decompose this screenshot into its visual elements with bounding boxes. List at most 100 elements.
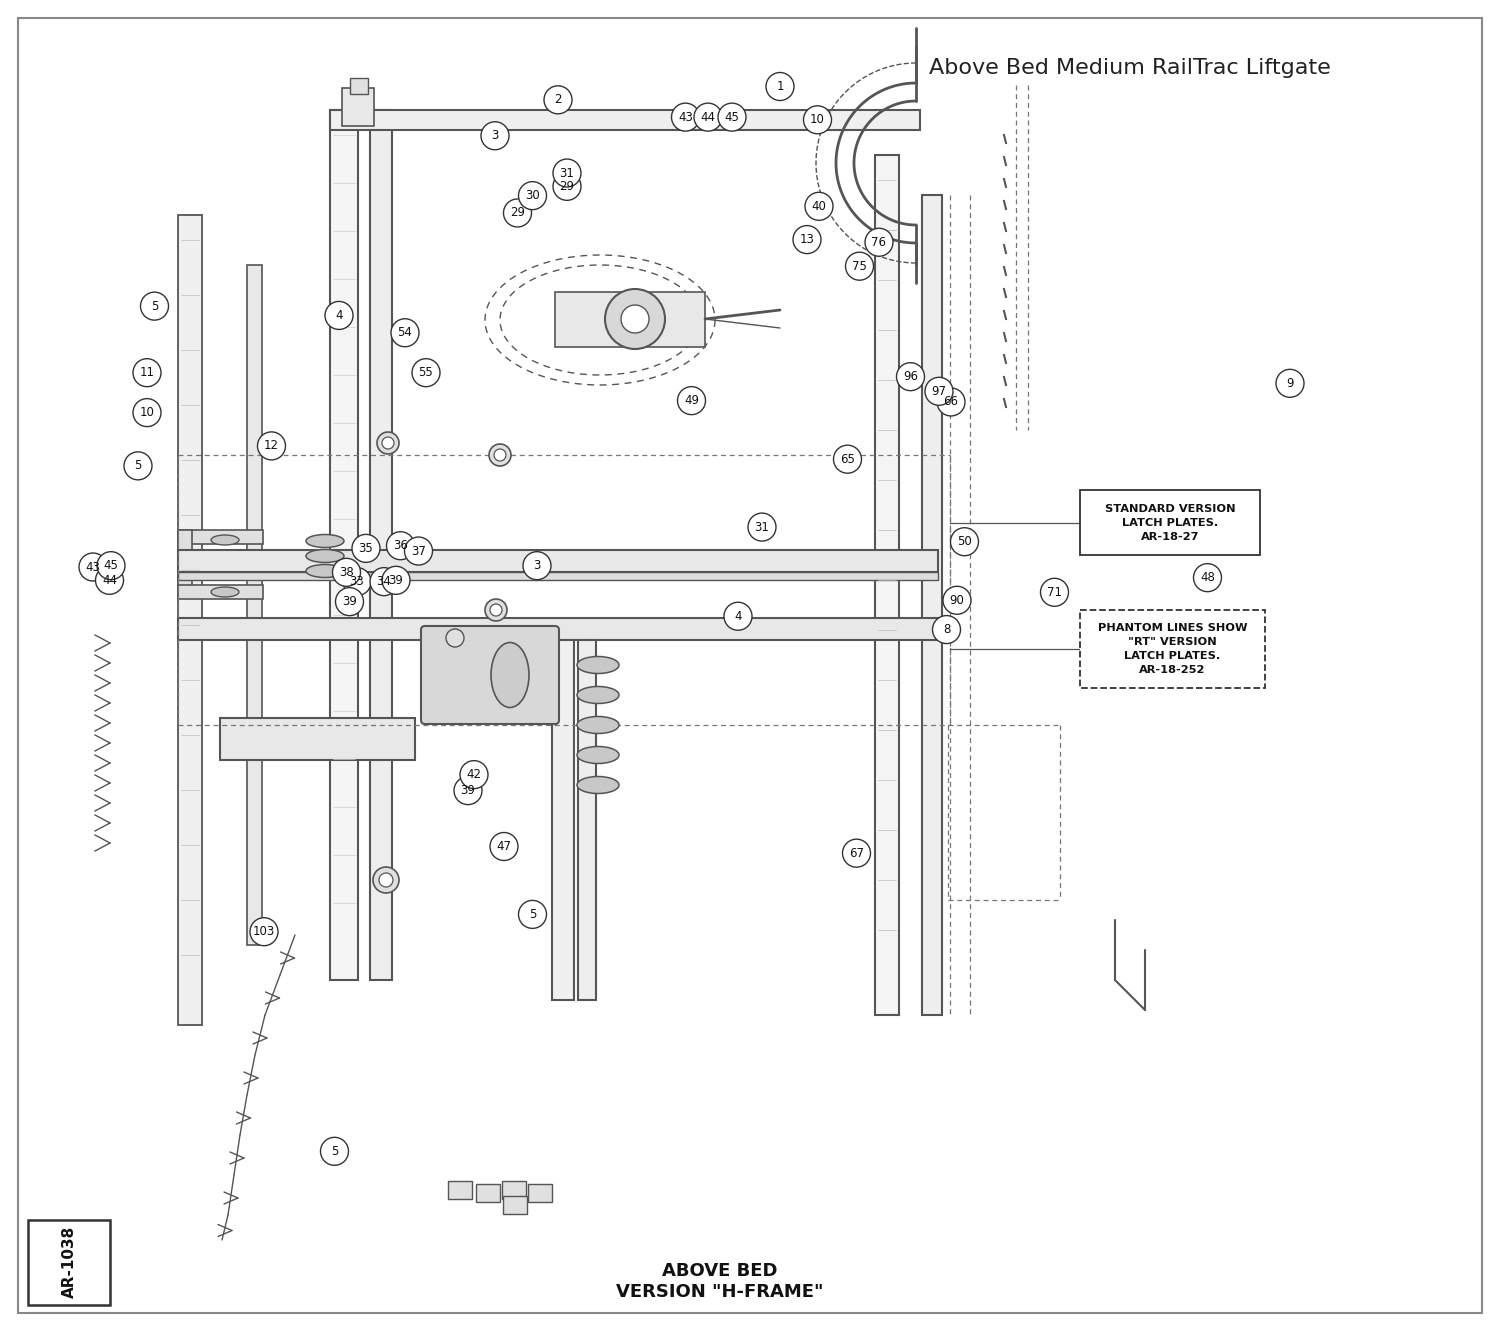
Text: 4: 4 — [735, 610, 741, 623]
Text: 36: 36 — [393, 539, 408, 552]
Bar — [220, 717, 416, 760]
Circle shape — [748, 512, 776, 542]
Circle shape — [672, 102, 699, 132]
Text: 42: 42 — [466, 768, 482, 781]
Circle shape — [344, 567, 370, 596]
Bar — [578, 640, 596, 1000]
Circle shape — [258, 431, 285, 461]
Circle shape — [382, 437, 394, 449]
Text: 12: 12 — [264, 439, 279, 453]
Text: 34: 34 — [376, 575, 392, 588]
Circle shape — [938, 387, 964, 417]
Text: 29: 29 — [560, 180, 574, 193]
Circle shape — [933, 615, 960, 644]
Text: 44: 44 — [102, 574, 117, 587]
Circle shape — [124, 451, 152, 480]
Text: 39: 39 — [460, 784, 476, 797]
Circle shape — [489, 445, 512, 466]
Circle shape — [766, 72, 794, 101]
Circle shape — [794, 225, 820, 254]
Text: 43: 43 — [86, 560, 100, 574]
Circle shape — [544, 85, 572, 114]
Text: 4: 4 — [336, 309, 342, 322]
Text: 31: 31 — [754, 520, 770, 534]
Text: 75: 75 — [852, 260, 867, 273]
Circle shape — [897, 362, 924, 391]
Bar — [178, 572, 938, 580]
Circle shape — [446, 630, 464, 647]
Circle shape — [804, 105, 831, 134]
Text: 49: 49 — [684, 394, 699, 407]
Text: 54: 54 — [398, 326, 412, 339]
Text: 76: 76 — [871, 236, 886, 249]
Circle shape — [370, 567, 398, 596]
Circle shape — [141, 291, 168, 321]
Circle shape — [374, 866, 399, 893]
Ellipse shape — [578, 687, 620, 704]
Text: 8: 8 — [944, 623, 950, 636]
Text: 13: 13 — [800, 233, 814, 246]
Circle shape — [519, 181, 546, 210]
Text: 38: 38 — [339, 566, 354, 579]
Circle shape — [96, 566, 123, 595]
Bar — [350, 79, 368, 95]
Bar — [370, 110, 392, 980]
Circle shape — [806, 192, 832, 221]
Bar — [178, 618, 940, 640]
Bar — [178, 550, 938, 572]
Circle shape — [554, 172, 580, 201]
Text: 30: 30 — [525, 189, 540, 202]
Text: 11: 11 — [140, 366, 154, 379]
Text: 10: 10 — [810, 113, 825, 126]
Ellipse shape — [306, 564, 344, 578]
Circle shape — [380, 873, 393, 886]
Circle shape — [519, 900, 546, 929]
Circle shape — [554, 158, 580, 188]
Circle shape — [926, 377, 952, 406]
Bar — [528, 1185, 552, 1202]
Circle shape — [80, 552, 106, 582]
Bar — [178, 586, 262, 599]
Bar — [1080, 490, 1260, 555]
Text: 5: 5 — [135, 459, 141, 473]
Circle shape — [336, 587, 363, 616]
Ellipse shape — [578, 656, 620, 673]
Circle shape — [724, 602, 752, 631]
Text: 35: 35 — [358, 542, 374, 555]
Text: 71: 71 — [1047, 586, 1062, 599]
Bar — [330, 110, 920, 130]
Ellipse shape — [306, 535, 344, 547]
Circle shape — [944, 586, 970, 615]
Bar — [476, 1185, 500, 1202]
Circle shape — [490, 604, 502, 616]
Ellipse shape — [578, 747, 620, 764]
Circle shape — [352, 534, 380, 563]
Text: 3: 3 — [492, 129, 498, 142]
Text: 5: 5 — [530, 908, 536, 921]
Text: ABOVE BED
VERSION "H-FRAME": ABOVE BED VERSION "H-FRAME" — [616, 1262, 824, 1300]
Bar — [555, 291, 705, 347]
Text: 39: 39 — [388, 574, 404, 587]
Bar — [1080, 610, 1264, 688]
Text: 66: 66 — [944, 395, 958, 409]
Text: 67: 67 — [849, 847, 864, 860]
Circle shape — [460, 760, 488, 789]
Circle shape — [413, 358, 440, 387]
Text: 48: 48 — [1200, 571, 1215, 584]
Circle shape — [134, 398, 160, 427]
Circle shape — [865, 228, 892, 257]
Bar — [248, 265, 262, 945]
Circle shape — [604, 289, 664, 349]
Ellipse shape — [211, 535, 238, 544]
Text: 50: 50 — [957, 535, 972, 548]
Circle shape — [251, 917, 278, 946]
Ellipse shape — [578, 776, 620, 793]
Text: 2: 2 — [555, 93, 561, 106]
Circle shape — [333, 558, 360, 587]
Bar — [503, 1181, 526, 1199]
Ellipse shape — [306, 550, 344, 563]
Bar — [448, 1181, 472, 1199]
Text: PHANTOM LINES SHOW
"RT" VERSION
LATCH PLATES.
AR-18-252: PHANTOM LINES SHOW "RT" VERSION LATCH PL… — [1098, 623, 1248, 675]
Bar — [178, 530, 192, 595]
Text: 44: 44 — [700, 110, 715, 124]
